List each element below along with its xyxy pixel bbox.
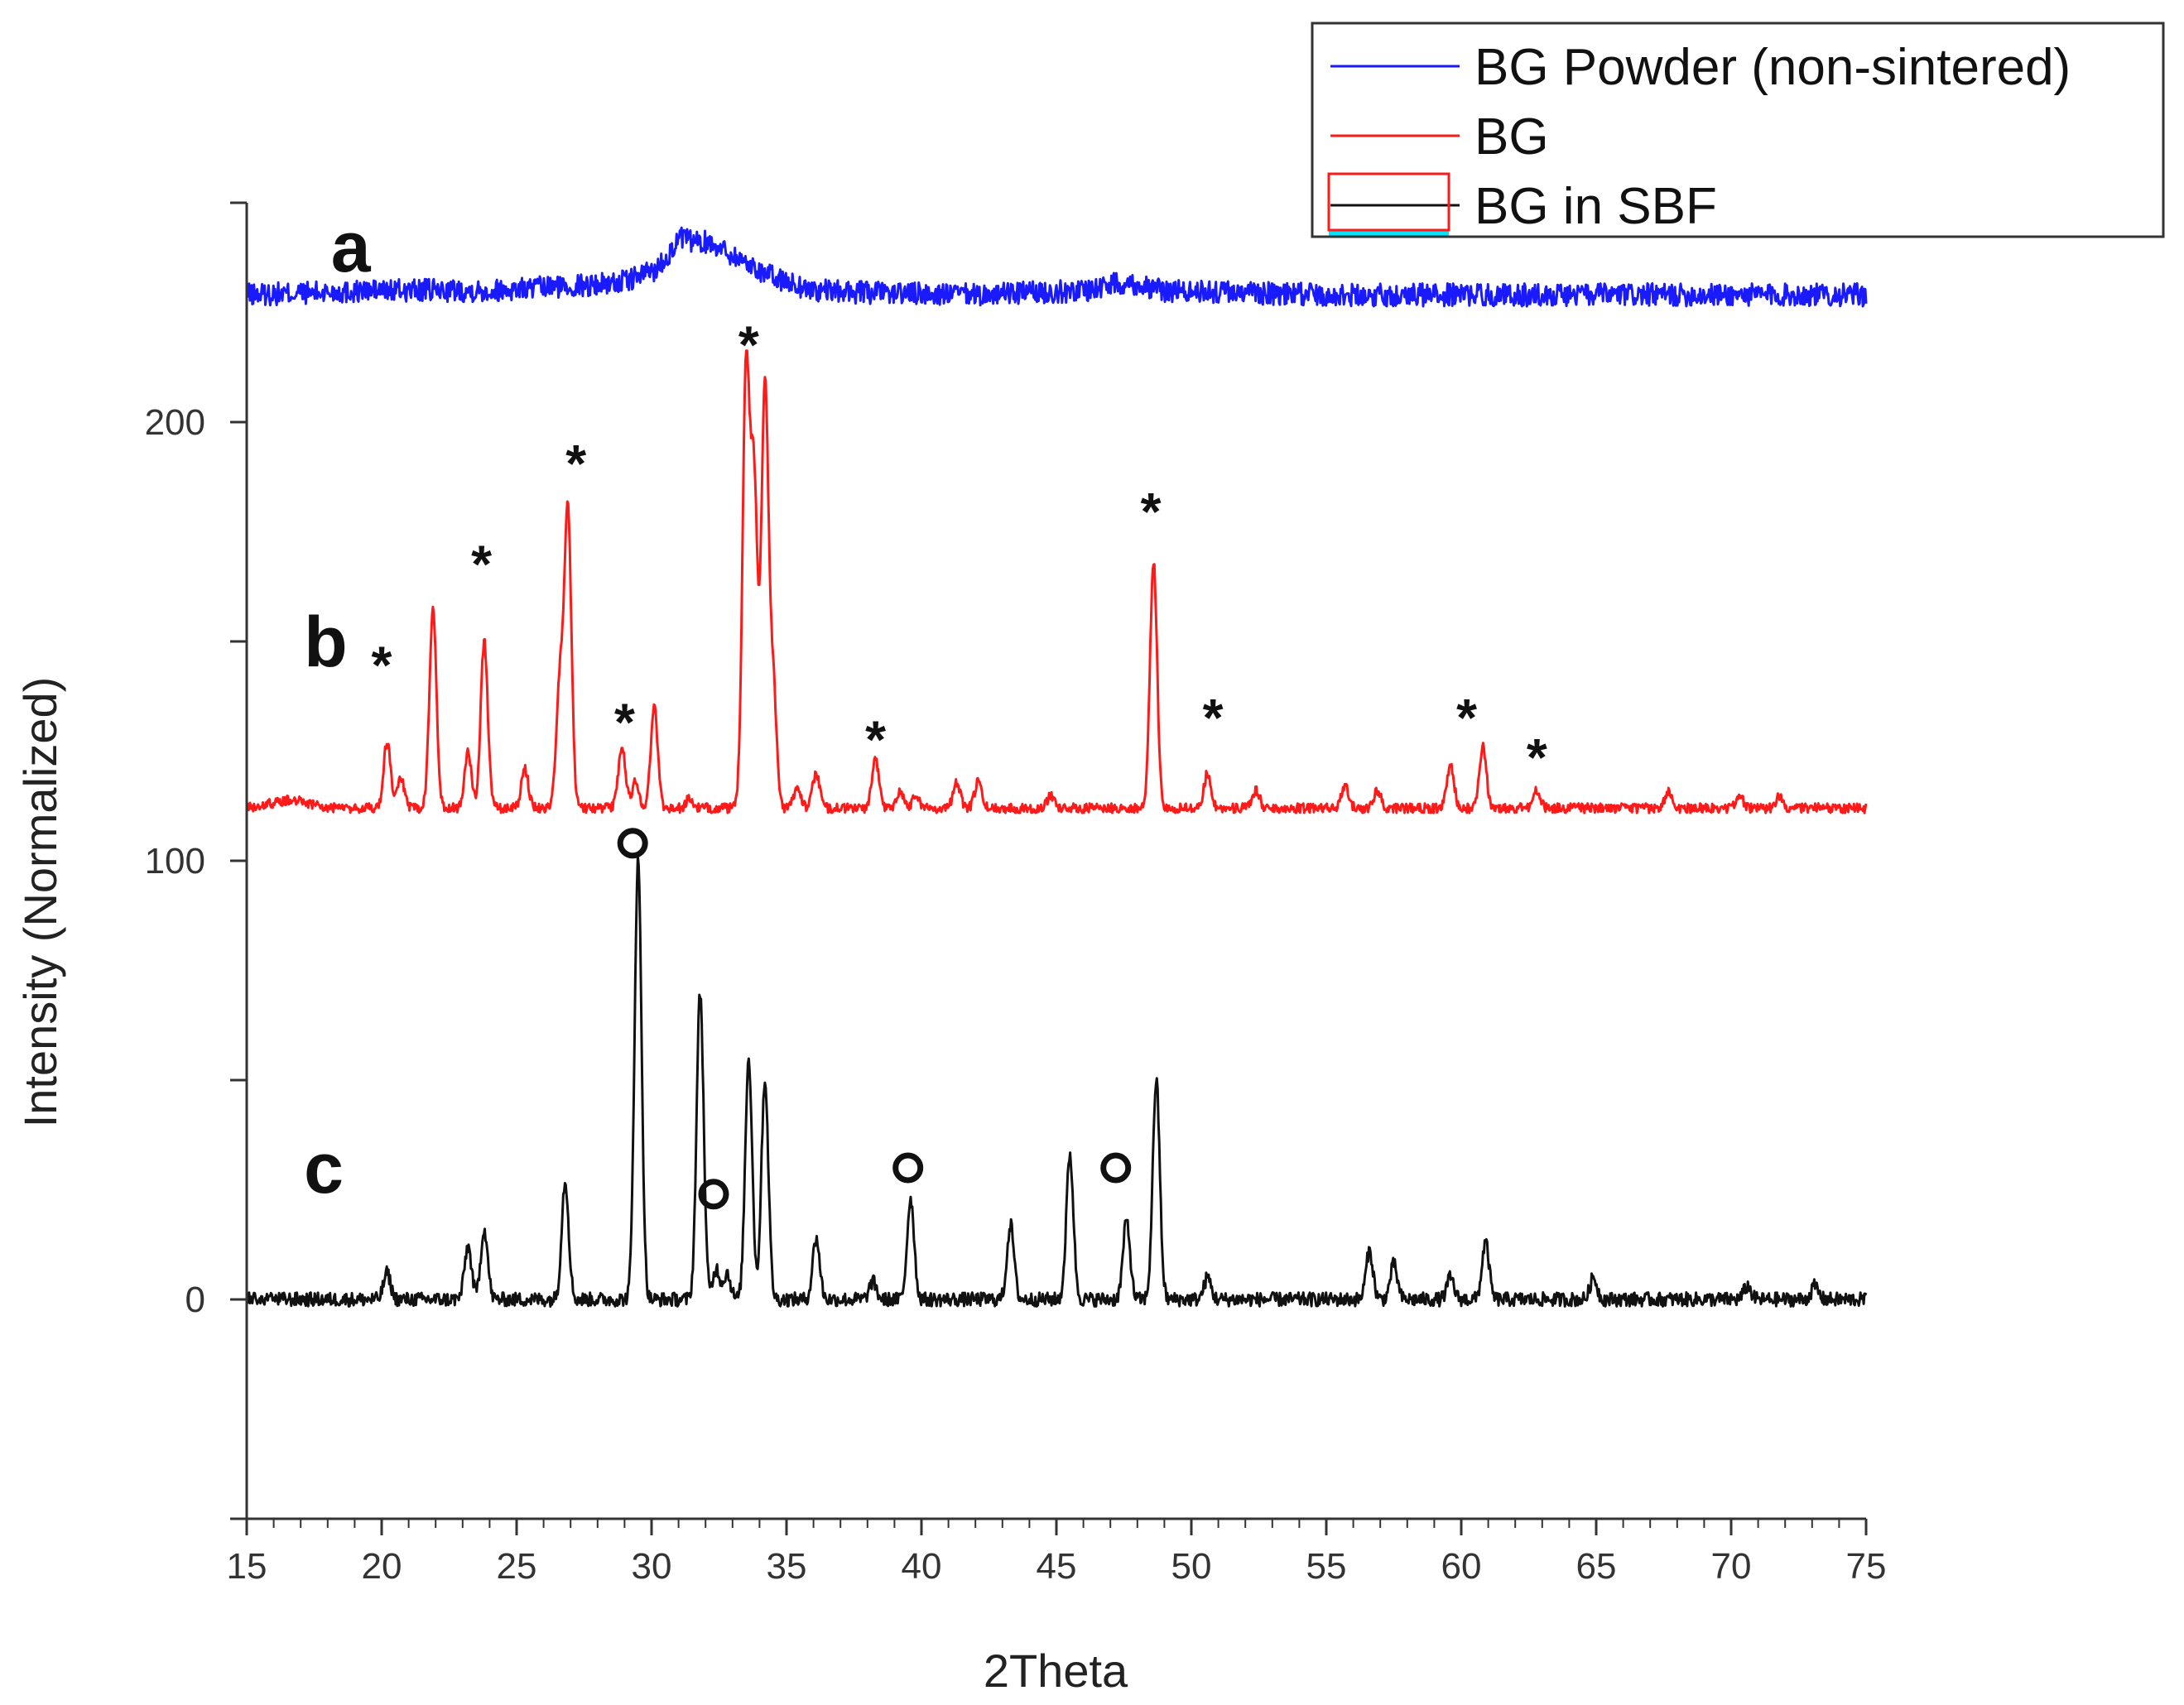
series-line-c (245, 855, 1868, 1308)
peak-marker-circle (698, 1179, 729, 1210)
x-tick-label: 75 (1846, 1546, 1887, 1587)
legend-label: BG in SBF (1474, 178, 1717, 235)
peak-marker-star: * (1203, 688, 1224, 747)
x-tick-label: 15 (227, 1546, 267, 1587)
x-axis: 15 20 25 30 35 40 45 50 55 60 65 70 75 (227, 1517, 1887, 1587)
legend-label: BG (1474, 108, 1549, 166)
peak-marker-star: * (1456, 688, 1477, 747)
peak-marker-star: * (565, 434, 586, 493)
x-tick-label: 45 (1037, 1546, 1077, 1587)
series-line-b (246, 349, 1868, 814)
x-tick-label: 50 (1171, 1546, 1212, 1587)
y-tick-label: 0 (185, 1280, 205, 1320)
curve-label-c: c (304, 1129, 344, 1208)
curve-label-a: a (331, 208, 372, 287)
peak-marker-circle (617, 828, 648, 859)
y-tick-label: 200 (145, 402, 205, 443)
peak-marker-circle (892, 1152, 924, 1184)
legend-box (1311, 22, 2165, 238)
x-tick-label: 65 (1576, 1546, 1617, 1587)
x-tick-label: 70 (1711, 1546, 1752, 1587)
y-tick-label: 100 (145, 841, 205, 881)
peak-marker-star: * (614, 693, 635, 752)
x-tick-label: 20 (362, 1546, 402, 1587)
legend-artifact-box (1327, 172, 1450, 232)
y-axis-title: Intensity (Normalized) (14, 677, 66, 1128)
x-tick-label: 55 (1306, 1546, 1347, 1587)
legend-label: BG Powder (non-sintered) (1474, 39, 2071, 96)
peak-marker-star: * (738, 315, 759, 375)
x-tick-label: 30 (632, 1546, 672, 1587)
x-axis-title: 2Theta (984, 1645, 1128, 1697)
peak-marker-star: * (1141, 482, 1162, 541)
x-tick-label: 40 (902, 1546, 942, 1587)
legend: BG Powder (non-sintered) BG BG in SBF (1311, 22, 2165, 238)
peak-marker-star: * (372, 636, 392, 695)
y-axis: 0 100 200 (145, 201, 248, 1520)
curve-label-b: b (304, 603, 348, 682)
x-tick-label: 35 (767, 1546, 807, 1587)
peak-marker-circle (1100, 1152, 1132, 1184)
peak-marker-star: * (471, 535, 492, 594)
x-tick-label: 60 (1441, 1546, 1482, 1587)
plot-area: a b * * * * * * * * * * c (245, 208, 1868, 1308)
series-line-a (245, 226, 1868, 308)
peak-marker-star: * (1527, 728, 1547, 787)
peak-marker-star: * (865, 710, 886, 770)
x-tick-label: 25 (497, 1546, 537, 1587)
